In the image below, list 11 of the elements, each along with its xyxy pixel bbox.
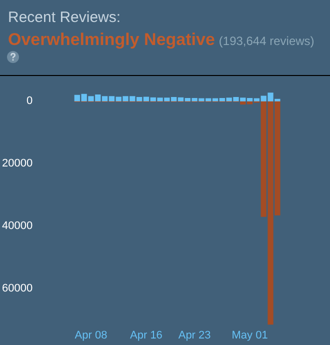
chart-title: Recent Reviews: [8,9,121,26]
x-tick-label: Apr 16 [130,329,162,342]
x-tick-label: Apr 08 [74,329,108,342]
text: (193,644 reviews) [218,34,314,48]
x-tick-label: May 01 [232,329,268,342]
y-tick-label: 20000 [2,158,33,170]
y-tick-label: 40000 [2,220,33,232]
y-tick-label: 0 [26,95,33,108]
chart-subtitle: Overwhelmingly Negative [8,30,215,49]
y-tick-label: 60000 [2,282,33,294]
x-tick-label: Apr 23 [178,329,211,342]
